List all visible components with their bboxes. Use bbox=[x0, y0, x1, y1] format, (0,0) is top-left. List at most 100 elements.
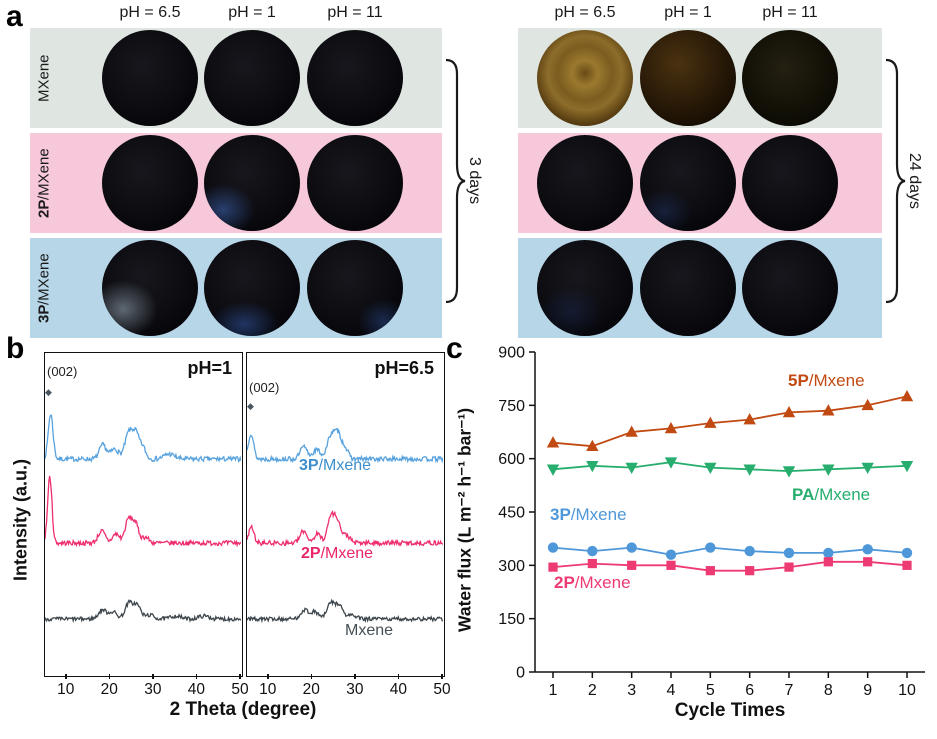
series-label-3p-mxene: 3P/Mxene bbox=[299, 457, 371, 475]
flux-series-2p-mxene-marker bbox=[863, 557, 873, 567]
xrd-subplot-ph1 bbox=[44, 352, 243, 677]
x-tick-label: 5 bbox=[706, 682, 715, 699]
flux-series-3p-mxene-marker bbox=[783, 547, 795, 559]
flux-series-pa-mxene-marker bbox=[900, 460, 914, 473]
flux-series-3p-mxene-marker bbox=[665, 549, 677, 560]
flux-series-5p-mxene-marker bbox=[586, 439, 599, 452]
x-tick-label: 3 bbox=[627, 682, 636, 699]
flux-series-pa-mxene-marker bbox=[822, 464, 835, 476]
axis-tick bbox=[152, 674, 154, 679]
series-label-rest: /Mxene bbox=[320, 545, 374, 562]
axis-tick-label: 50 bbox=[433, 681, 451, 698]
column-header-ph65-left: pH = 6.5 bbox=[119, 4, 181, 21]
y-tick-label: 600 bbox=[498, 451, 525, 468]
dispersion-photo bbox=[307, 30, 403, 126]
xrd-curve-3p-mxene bbox=[45, 414, 241, 463]
row-label-2p-mxene: 2P/MXene bbox=[30, 133, 58, 233]
series-label-rest: Mxene bbox=[345, 622, 394, 639]
dispersion-photo bbox=[102, 135, 198, 231]
flux-series-3p-mxene-marker bbox=[901, 547, 913, 559]
dispersion-photo bbox=[204, 30, 300, 126]
row-label-mxene: MXene bbox=[30, 28, 58, 128]
dispersion-photo bbox=[537, 30, 633, 126]
series-label-rest: /Mxene bbox=[814, 485, 871, 504]
flux-series-5p-mxene-marker bbox=[743, 413, 756, 425]
axis-tick bbox=[441, 674, 443, 679]
series-label-pa-mxene: PA/Mxene bbox=[792, 485, 870, 505]
duration-label-3days: 3 days bbox=[466, 157, 483, 205]
column-header-ph11-left: pH = 11 bbox=[327, 4, 383, 21]
dispersion-photo bbox=[640, 135, 736, 231]
flux-series-pa-mxene-marker bbox=[664, 457, 678, 469]
bracket-3days bbox=[445, 58, 466, 304]
panel-c-label: c bbox=[446, 332, 463, 365]
flux-series-2p-mxene-marker bbox=[587, 558, 597, 569]
xrd-curve-3p-mxene bbox=[247, 428, 443, 464]
peak-annotation-002: (002) bbox=[47, 364, 78, 379]
flux-series-5p-mxene-marker bbox=[782, 405, 796, 418]
flux-series-3p-mxene-marker bbox=[547, 542, 559, 553]
flux-series-3p-mxene-line bbox=[552, 546, 908, 556]
row-label-3p-mxene: 3P/MXene bbox=[30, 238, 58, 338]
x-tick-label: 6 bbox=[745, 682, 754, 699]
flux-series-5p-mxene-marker bbox=[900, 389, 914, 402]
bracket-24days bbox=[885, 58, 906, 304]
x-tick-label: 8 bbox=[824, 682, 833, 699]
x-tick-label: 1 bbox=[549, 682, 558, 699]
peak-annotation-002: (002) bbox=[249, 380, 280, 395]
flux-series-pa-mxene-marker bbox=[546, 464, 560, 476]
axis-tick-label: 30 bbox=[346, 681, 364, 698]
x-tick-label: 7 bbox=[785, 682, 794, 699]
series-label-bold: 5P bbox=[788, 371, 809, 390]
panel-b-label: b bbox=[6, 332, 25, 365]
axis-tick bbox=[267, 674, 269, 679]
panel-a-label: a bbox=[6, 0, 23, 33]
x-tick-label: 9 bbox=[863, 682, 872, 699]
column-header-ph1-left: pH = 1 bbox=[228, 4, 276, 21]
series-label-3p-mxene: 3P/Mxene bbox=[550, 505, 627, 525]
dispersion-photo bbox=[102, 30, 198, 126]
y-tick-label: 300 bbox=[498, 558, 525, 575]
axis-tick bbox=[108, 674, 111, 679]
row-label-rest: /MXene bbox=[35, 147, 53, 200]
flux-series-5p-mxene-marker bbox=[546, 436, 560, 448]
duration-label-24days: 24 days bbox=[906, 152, 923, 210]
y-tick-label: 750 bbox=[498, 398, 525, 415]
axis-tick bbox=[239, 674, 241, 679]
axis-tick bbox=[397, 674, 400, 679]
dispersion-photo bbox=[204, 135, 300, 231]
flux-series-pa-mxene-marker bbox=[861, 462, 874, 475]
flux-series-2p-mxene-marker bbox=[823, 557, 833, 567]
dispersion-photo bbox=[742, 135, 838, 231]
series-label-2p-mxene: 2P/Mxene bbox=[301, 545, 373, 563]
column-header-ph11-right: pH = 11 bbox=[762, 4, 818, 21]
flux-series-2p-mxene-marker bbox=[784, 562, 794, 572]
series-label-bold: 3P bbox=[299, 457, 319, 474]
flux-series-5p-mxene-marker bbox=[822, 404, 835, 416]
flux-series-5p-mxene-marker bbox=[861, 398, 874, 411]
y-tick-label: 900 bbox=[498, 345, 525, 362]
flux-series-3p-mxene-marker bbox=[862, 544, 873, 555]
axis-tick-label: 20 bbox=[100, 681, 118, 698]
axis-tick-label: 50 bbox=[231, 681, 249, 698]
axis-tick bbox=[65, 674, 67, 679]
series-label-rest: /Mxene bbox=[574, 573, 631, 592]
dispersion-photo bbox=[102, 240, 198, 336]
series-label-rest: /Mxene bbox=[570, 505, 627, 524]
flux-series-5p-mxene-marker bbox=[664, 421, 678, 434]
dispersion-photo bbox=[307, 240, 403, 336]
series-label-2p-mxene: 2P/Mxene bbox=[554, 573, 631, 593]
xrd-y-axis-label: Intensity (a.u.) bbox=[10, 459, 31, 582]
diamond-marker-icon: ◆ bbox=[247, 401, 254, 411]
dispersion-photo bbox=[537, 240, 633, 336]
flux-series-2p-mxene-marker bbox=[902, 560, 912, 570]
axis-tick bbox=[310, 674, 313, 679]
series-label-bold: PA bbox=[792, 485, 815, 504]
xrd-curves-ph1 bbox=[45, 414, 241, 624]
series-label-bold: 2P bbox=[554, 573, 575, 592]
dispersion-photo bbox=[537, 135, 633, 231]
flux-series-5p-mxene-line bbox=[552, 395, 908, 448]
dispersion-photo bbox=[640, 30, 736, 126]
xrd-curve-mxene bbox=[45, 599, 241, 624]
